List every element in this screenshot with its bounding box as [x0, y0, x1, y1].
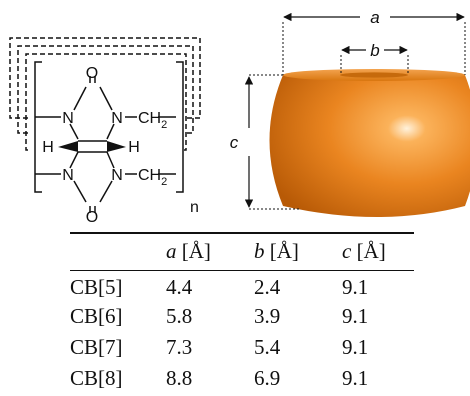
- cell-c: 9.1: [342, 366, 369, 390]
- repeat-unit-n: n: [190, 199, 199, 216]
- barrel-portal: [340, 72, 408, 78]
- header-cell-a: a [Å]: [166, 232, 254, 271]
- label-b: b: [370, 41, 379, 60]
- cell-b: 6.9: [254, 366, 281, 390]
- cell-a: 7.3: [166, 335, 193, 359]
- dimension-labels: a b c: [230, 8, 380, 152]
- cell-a: 5.8: [166, 304, 193, 328]
- cell-c: 9.1: [342, 335, 369, 359]
- table-row: CB[8] 8.8 6.9 9.1: [70, 363, 414, 394]
- ch2-top-label: CH2: [138, 110, 167, 131]
- dashed-frame-outer: [9, 37, 201, 119]
- table-row: CB[5] 4.4 2.4 9.1: [70, 270, 414, 301]
- wedge-bond-right: [107, 141, 126, 152]
- label-a: a: [370, 8, 379, 27]
- cell-c: 9.1: [342, 275, 369, 300]
- atom-o-top: O: [86, 65, 98, 82]
- table-row: CB[6] 5.8 3.9 9.1: [70, 301, 414, 332]
- cell-a: 4.4: [166, 275, 193, 300]
- cell-b: 5.4: [254, 335, 281, 359]
- dimension-guides: [249, 22, 466, 210]
- cucurbituril-model: [269, 69, 470, 217]
- atom-h-left: H: [42, 139, 54, 156]
- header-cell-b: b [Å]: [254, 232, 342, 271]
- atom-labels: O N N H H N N O: [42, 65, 140, 226]
- atom-h-right: H: [128, 139, 140, 156]
- header-cell-name: [70, 232, 166, 271]
- wedge-bond-left: [58, 141, 78, 152]
- molecule-structure: [9, 37, 201, 213]
- table-row: CB[7] 7.3 5.4 9.1: [70, 332, 414, 363]
- atom-n-bottom-right: N: [111, 167, 123, 184]
- cell-b: 2.4: [254, 275, 281, 300]
- atom-n-bottom-left: N: [62, 167, 74, 184]
- cell-name: CB[5]: [70, 275, 123, 300]
- cell-a: 8.8: [166, 366, 193, 390]
- bracket-left: [34, 61, 42, 193]
- bracket-right: [176, 61, 184, 193]
- label-c: c: [230, 133, 239, 152]
- ch2-bottom-label: CH2: [138, 167, 167, 188]
- dashed-frame-inner: [25, 53, 187, 151]
- atom-n-top-right: N: [111, 110, 123, 127]
- atom-n-top-left: N: [62, 110, 74, 127]
- cell-name: CB[6]: [70, 304, 123, 328]
- cell-b: 3.9: [254, 304, 281, 328]
- methylene-labels: CH2 CH2 n: [138, 110, 199, 216]
- atom-o-bottom: O: [86, 209, 98, 226]
- table-header-row: a [Å] b [Å] c [Å]: [70, 232, 414, 271]
- cell-name: CB[7]: [70, 335, 123, 359]
- dimension-arrows: [244, 12, 465, 208]
- cell-name: CB[8]: [70, 366, 123, 390]
- cell-c: 9.1: [342, 304, 369, 328]
- barrel-body: [269, 69, 470, 217]
- dimensions-table: a [Å] b [Å] c [Å] CB[5] 4.4 2.4 9.1 CB[6…: [70, 232, 414, 394]
- header-cell-c: c [Å]: [342, 232, 414, 271]
- dashed-frame-middle: [17, 45, 194, 134]
